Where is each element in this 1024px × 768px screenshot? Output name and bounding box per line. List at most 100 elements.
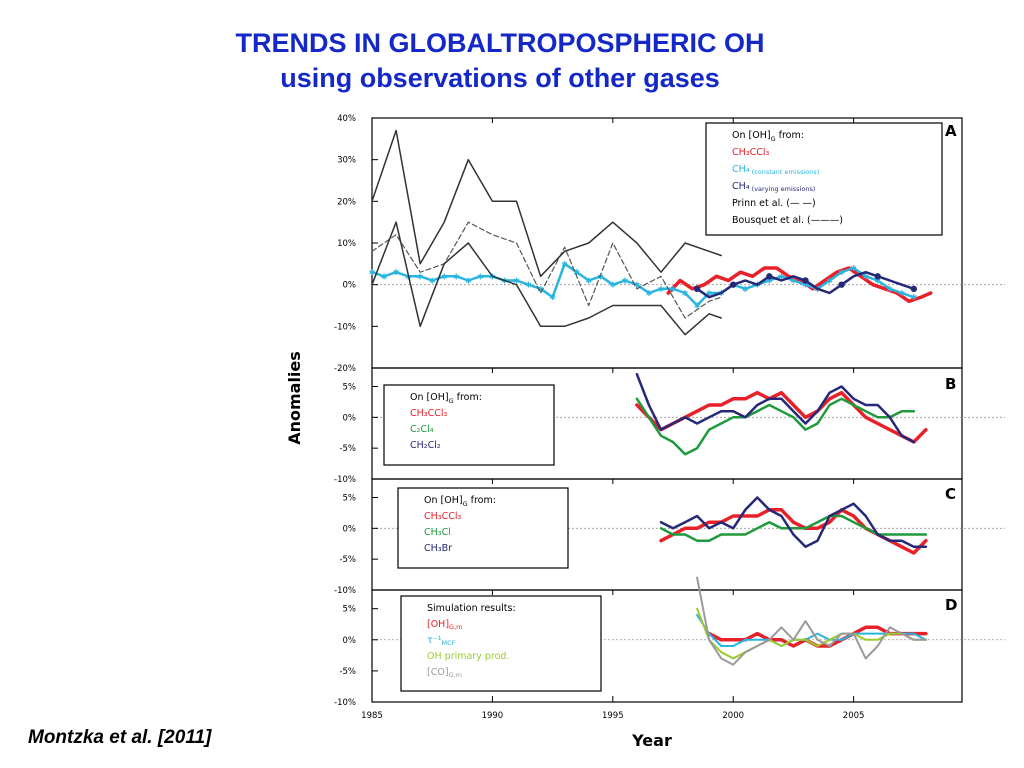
data-point: ✱ bbox=[585, 277, 592, 286]
y-tick-label: -10% bbox=[334, 586, 356, 596]
y-tick-label: -10% bbox=[334, 475, 356, 485]
y-tick-label: 0% bbox=[343, 524, 357, 534]
title-line-1: TRENDS IN GLOBALTROPOSPHERIC OH bbox=[235, 28, 765, 58]
legend-entry: C₂Cl₄ bbox=[410, 424, 434, 435]
y-tick-label: -20% bbox=[334, 364, 356, 374]
legend-entry-subscript: G,m bbox=[449, 671, 462, 679]
series-line bbox=[371, 221, 722, 319]
y-tick-label: -5% bbox=[339, 444, 356, 454]
data-point: ✱ bbox=[850, 264, 857, 273]
data-point: ✱ bbox=[393, 268, 400, 277]
data-point: ✱ bbox=[670, 285, 677, 294]
series-line bbox=[659, 508, 928, 555]
panel-frame bbox=[371, 589, 963, 703]
citation: Montzka et al. [2011] bbox=[28, 727, 212, 748]
data-point: ✱ bbox=[838, 268, 845, 277]
data-point: ✱ bbox=[742, 285, 749, 294]
legend-frame bbox=[705, 122, 943, 236]
y-tick-label: 40% bbox=[337, 114, 356, 124]
panel-letter: C bbox=[945, 485, 956, 503]
legend-entry: CH₃CCl₃ bbox=[732, 147, 769, 158]
series-line bbox=[370, 262, 916, 307]
y-tick-label: 5% bbox=[343, 383, 357, 393]
panel-a: 40% 30% 20% 10% 0% -10% -20% ✱ ✱ ✱ ✱ ✱ ✱ ✱ ✱ ✱ ✱ ✱ ✱ ✱ ✱ ✱ ✱ ✱ ✱… bbox=[334, 114, 1005, 374]
data-point: ✱ bbox=[573, 268, 580, 277]
data-point: ✱ bbox=[802, 281, 809, 290]
legend-entry: Bousquet et al. (———) bbox=[732, 215, 843, 226]
legend-frame bbox=[400, 595, 602, 692]
data-point bbox=[802, 277, 809, 284]
legend-entry: CH₃Cl bbox=[424, 527, 451, 538]
legend-entry: CH₂Cl₂ bbox=[410, 440, 441, 451]
legend-title-subscript: G bbox=[449, 397, 454, 405]
data-point: ✱ bbox=[766, 277, 773, 286]
y-tick-label: 10% bbox=[337, 239, 356, 249]
legend-entry-subscript: MCF bbox=[442, 639, 456, 647]
slide-title: TRENDS IN GLOBALTROPOSPHERIC OH using ob… bbox=[0, 26, 1000, 96]
data-point: ✱ bbox=[369, 268, 376, 277]
legend-entry-subscript: (constant emissions) bbox=[750, 168, 820, 176]
data-point: ✱ bbox=[658, 285, 665, 294]
panel-b: 5% 0% -5% -10% On [OH]G from: CH₃CCl₃ C₂Cl₄ CH₂… bbox=[334, 367, 1005, 485]
y-tick-label: -5% bbox=[339, 667, 356, 677]
panel-letter: D bbox=[945, 596, 957, 614]
panel-letter: A bbox=[945, 122, 957, 140]
data-point: ✱ bbox=[682, 289, 689, 298]
data-point: ✱ bbox=[477, 272, 484, 281]
y-tick-label: -10% bbox=[334, 322, 356, 332]
series-line bbox=[659, 496, 928, 549]
data-point bbox=[838, 281, 845, 288]
data-point: ✱ bbox=[874, 277, 881, 286]
legend-title-subscript: G bbox=[771, 135, 776, 143]
data-point: ✱ bbox=[862, 272, 869, 281]
data-point: ✱ bbox=[706, 289, 713, 298]
legend: On [OH]G from: CH₃CCl₃ CH₃Cl CH₃Br bbox=[397, 487, 569, 569]
series-line bbox=[371, 221, 722, 336]
x-tick-label: 2005 bbox=[843, 711, 865, 721]
y-tick-label: 20% bbox=[337, 197, 356, 207]
x-tick-label: 2000 bbox=[722, 711, 744, 721]
x-tick-label: 1990 bbox=[482, 711, 504, 721]
x-axis-title: Year bbox=[631, 731, 672, 750]
x-tick-label: 1995 bbox=[602, 711, 624, 721]
data-point: ✱ bbox=[417, 272, 424, 281]
legend-title-tail: from: bbox=[454, 392, 482, 403]
series-line bbox=[696, 576, 927, 666]
panel-d: 5% 0% -5% -10% Simulation results:[OH]G,mτ⁻¹… bbox=[334, 576, 1005, 708]
data-point: ✱ bbox=[441, 272, 448, 281]
panel-c: 5% 0% -5% -10% On [OH]G from: CH₃CCl₃ CH₃Cl CH₃… bbox=[334, 478, 1005, 596]
data-point: ✱ bbox=[790, 277, 797, 286]
y-tick-label: 0% bbox=[343, 281, 357, 291]
y-tick-label: -5% bbox=[339, 555, 356, 565]
data-point: ✱ bbox=[609, 281, 616, 290]
legend-title-subscript: G bbox=[463, 500, 468, 508]
data-point: ✱ bbox=[634, 281, 641, 290]
legend: On [OH]G from: CH₃CCl₃ C₂Cl₄ CH₂Cl₂ bbox=[383, 384, 555, 466]
legend-entry-subscript: G,m bbox=[449, 623, 462, 631]
data-point: ✱ bbox=[561, 260, 568, 269]
series-line bbox=[635, 397, 916, 456]
y-tick-label: -10% bbox=[334, 698, 356, 708]
y-tick-label: 5% bbox=[343, 605, 357, 615]
y-axis-title: Anomalies bbox=[285, 351, 304, 445]
data-point: ✱ bbox=[453, 272, 460, 281]
data-point: ✱ bbox=[381, 272, 388, 281]
data-point: ✱ bbox=[622, 277, 629, 286]
data-point: ✱ bbox=[886, 285, 893, 294]
legend-title-tail: from: bbox=[776, 130, 804, 141]
legend-title: On [OH]G from: bbox=[732, 130, 804, 143]
y-tick-label: 0% bbox=[343, 636, 357, 646]
data-point: ✱ bbox=[898, 289, 905, 298]
legend-frame bbox=[383, 384, 555, 466]
legend-title: Simulation results: bbox=[427, 603, 516, 614]
legend-entry-subscript: (varying emissions) bbox=[750, 185, 816, 193]
legend-title-tail: from: bbox=[468, 495, 496, 506]
data-point bbox=[730, 281, 737, 288]
title-line-2: using observations of other gases bbox=[280, 63, 720, 93]
data-point bbox=[766, 273, 773, 280]
x-tick-label: 1985 bbox=[361, 711, 383, 721]
series-line bbox=[659, 514, 928, 542]
